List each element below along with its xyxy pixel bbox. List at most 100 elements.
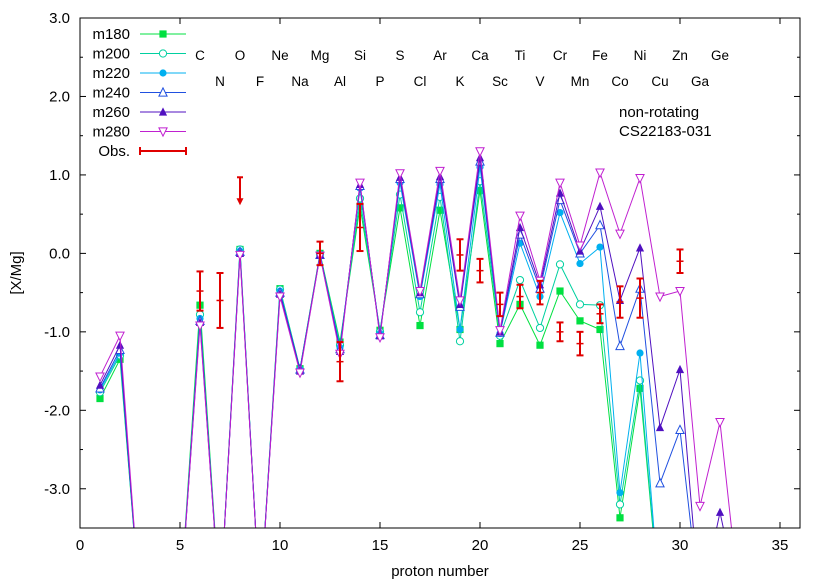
data-point-m200 xyxy=(555,260,565,269)
data-point-m220 xyxy=(556,208,564,217)
element-label: Ca xyxy=(471,48,489,63)
series-m280 xyxy=(95,147,732,528)
element-label: Co xyxy=(611,74,628,89)
legend-marker-m200 xyxy=(158,49,168,58)
data-point-m280 xyxy=(295,368,305,379)
data-point-m180 xyxy=(556,287,564,295)
series-m180 xyxy=(96,187,654,528)
x-tick-label: 35 xyxy=(772,537,789,554)
x-tick-label: 15 xyxy=(372,537,389,554)
data-point-m280 xyxy=(115,331,125,342)
data-point-m240 xyxy=(615,340,625,351)
element-label: Si xyxy=(354,48,366,63)
element-label: F xyxy=(256,74,264,89)
series-line-m200 xyxy=(99,181,654,528)
x-tick-label: 30 xyxy=(672,537,689,554)
element-label: N xyxy=(215,74,225,89)
legend-marker-m220 xyxy=(159,69,167,77)
data-point-m180 xyxy=(416,321,424,330)
x-axis-label: proton number xyxy=(391,563,489,580)
y-tick-label: 2.0 xyxy=(49,88,70,105)
element-label: S xyxy=(395,48,404,63)
data-point-m280 xyxy=(595,168,605,179)
element-labels: C O Ne Mg Si S Ar Ca Ti Cr Fe Ni Zn Ge N F Na Al P Cl K Sc V Mn… xyxy=(195,48,729,89)
data-point-m280 xyxy=(195,321,205,332)
element-label: P xyxy=(375,74,384,89)
element-label: Cr xyxy=(553,48,568,63)
data-point-m280 xyxy=(355,178,365,189)
data-point-m280 xyxy=(475,147,485,158)
y-tick-label: -3.0 xyxy=(44,481,70,498)
data-point-m280 xyxy=(435,166,445,177)
data-point-m280 xyxy=(375,333,385,344)
data-point-m280 xyxy=(235,250,245,261)
data-point-m180 xyxy=(576,317,584,325)
data-point-m280 xyxy=(655,292,665,303)
data-point-m280 xyxy=(635,173,645,184)
element-label: Ne xyxy=(271,48,288,63)
data-point-m260 xyxy=(95,380,105,389)
y-tick-label: -2.0 xyxy=(44,402,70,419)
data-point-m280 xyxy=(575,241,585,252)
element-label: Fe xyxy=(592,48,608,63)
element-label: V xyxy=(535,74,544,89)
element-label: C xyxy=(195,48,205,63)
element-label: Al xyxy=(334,74,346,89)
y-tick-label: 0.0 xyxy=(49,245,70,262)
data-point-m260 xyxy=(715,507,725,516)
data-point-m260 xyxy=(635,243,645,252)
data-point-m180 xyxy=(476,187,484,195)
plot-area xyxy=(95,147,732,528)
element-label: Ni xyxy=(634,48,647,63)
data-point-m260 xyxy=(675,364,685,374)
data-point-m180 xyxy=(596,325,604,334)
data-point-m260 xyxy=(475,153,485,162)
element-label: K xyxy=(455,74,464,89)
element-label: Mn xyxy=(571,74,590,89)
data-point-m200 xyxy=(515,275,525,285)
data-point-m220 xyxy=(616,489,624,497)
x-tick-label: 20 xyxy=(472,537,489,554)
legend-label: m200 xyxy=(92,46,130,63)
series-line-m220 xyxy=(99,167,655,528)
legend-marker-m180 xyxy=(159,30,167,38)
x-tick-label: 0 xyxy=(76,537,84,554)
data-point-m180 xyxy=(96,394,104,403)
y-tick-label: -1.0 xyxy=(44,324,70,341)
data-point-m220 xyxy=(456,325,464,334)
legend-label: m240 xyxy=(92,85,130,102)
data-point-m240 xyxy=(675,424,685,435)
element-label: Zn xyxy=(672,48,688,63)
element-label: Cu xyxy=(651,74,668,89)
legend-marker-m260 xyxy=(158,107,168,116)
x-tick-label: 5 xyxy=(176,537,184,554)
legend-label: m180 xyxy=(92,26,130,43)
data-point-m280 xyxy=(615,229,625,240)
data-point-m180 xyxy=(496,340,504,348)
legend-marker-m280 xyxy=(158,127,168,138)
element-label: O xyxy=(235,48,246,63)
data-point-m200 xyxy=(615,500,625,509)
y-tick-label: 1.0 xyxy=(49,167,70,184)
data-point-m280 xyxy=(555,178,565,189)
data-point-m280 xyxy=(715,417,725,428)
data-point-m200 xyxy=(535,323,545,333)
plot-frame xyxy=(79,17,801,529)
annotation-star: CS22183-031 xyxy=(619,123,712,140)
y-axis-label: [X/Mg] xyxy=(8,251,25,294)
axes: 0 5 10 15 20 25 30 35 -3.0 -2.0 -1.0 0.0 1.0 2.0 3.0 xyxy=(44,10,800,554)
x-tick-label: 10 xyxy=(272,537,289,554)
element-label: Ti xyxy=(515,48,526,63)
data-point-m280 xyxy=(415,286,425,297)
element-label: Sc xyxy=(492,74,508,89)
obs-upper-limit-arrow xyxy=(236,198,244,206)
data-point-m180 xyxy=(396,204,404,212)
data-point-m200 xyxy=(575,300,585,309)
element-label: Ga xyxy=(691,74,710,89)
data-point-m180 xyxy=(616,514,624,522)
data-point-m220 xyxy=(636,349,644,357)
data-point-m280 xyxy=(495,326,505,336)
data-point-m280 xyxy=(515,211,525,222)
legend-marker-m240 xyxy=(158,86,168,97)
